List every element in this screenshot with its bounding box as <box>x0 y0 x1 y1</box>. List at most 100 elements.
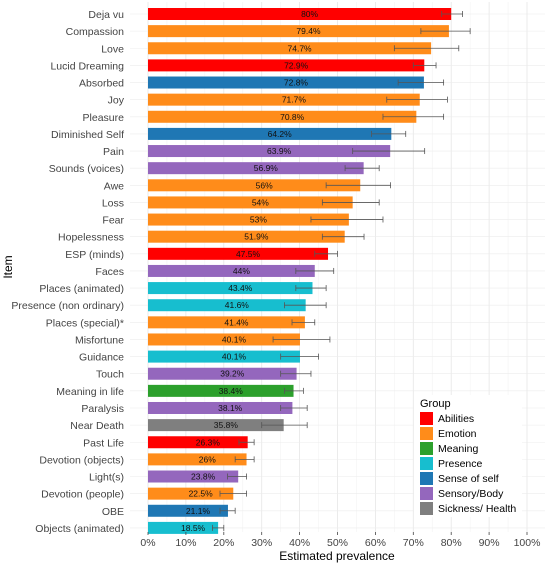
bar <box>148 436 248 449</box>
bar-value-label: 72.8% <box>284 78 309 88</box>
bar-value-label: 44% <box>233 266 250 276</box>
bar <box>148 264 315 277</box>
bar-value-label: 41.4% <box>224 317 249 327</box>
legend-label: Meaning <box>438 443 478 455</box>
category-label: Awe <box>104 180 124 192</box>
legend-item: Sense of self <box>420 472 499 485</box>
bar-row: 21.1% <box>148 504 236 517</box>
bar <box>148 110 417 123</box>
legend-label: Sensory/Body <box>438 488 504 500</box>
bar-value-label: 63.9% <box>267 146 292 156</box>
bar-value-label: 21.1% <box>186 506 211 516</box>
category-label: Near Death <box>70 420 124 432</box>
category-label: Faces <box>95 266 124 278</box>
category-label: Meaning in life <box>56 386 124 398</box>
category-label: Light(s) <box>89 472 124 484</box>
bar <box>148 42 432 55</box>
category-label: Touch <box>96 369 124 381</box>
legend: Group Abilities Emotion Meaning Presence Sen… <box>414 395 522 517</box>
bar-row: 53% <box>148 213 384 226</box>
legend-label: Sense of self <box>438 473 499 485</box>
x-tick-label: 70% <box>403 537 424 549</box>
bar <box>148 384 294 397</box>
category-label: Devotion (people) <box>41 489 124 501</box>
legend-swatch <box>420 472 433 485</box>
bar-row: 40.1% <box>148 333 331 346</box>
x-tick-label: 30% <box>251 537 272 549</box>
legend-item: Abilities <box>420 412 474 425</box>
bar-row: 26.3% <box>148 436 255 449</box>
bar-row: 47.5% <box>148 247 338 260</box>
bar-value-label: 23.8% <box>191 472 216 482</box>
category-label: OBE <box>102 506 124 518</box>
bar-value-label: 72.9% <box>284 60 309 70</box>
bar <box>148 247 329 260</box>
bar-value-label: 71.7% <box>282 95 307 105</box>
bar <box>148 487 234 500</box>
bar-value-label: 51.9% <box>244 232 269 242</box>
x-tick-label: 10% <box>175 537 196 549</box>
category-label: Presence (non ordinary) <box>11 300 124 312</box>
y-axis-title: Item <box>1 255 15 278</box>
category-label: Fear <box>102 215 124 227</box>
x-tick-label: 60% <box>365 537 386 549</box>
category-label: Guidance <box>79 352 124 364</box>
bar-value-label: 22.5% <box>189 489 214 499</box>
bar-value-label: 18.5% <box>181 523 206 533</box>
bar-value-label: 40.1% <box>222 352 247 362</box>
bar-value-label: 70.8% <box>280 112 305 122</box>
x-axis-title: Estimated prevalence <box>279 549 395 563</box>
bar-row: 74.7% <box>148 42 460 55</box>
bar-value-label: 47.5% <box>236 249 261 259</box>
bar <box>148 213 349 226</box>
bar-value-label: 26% <box>199 454 216 464</box>
bar-row: 44% <box>148 264 335 277</box>
bar <box>148 316 305 329</box>
legend-swatch <box>420 427 433 440</box>
bar <box>148 76 424 89</box>
bar-row: 72.9% <box>148 59 437 72</box>
bar <box>148 59 425 72</box>
bar <box>148 93 420 106</box>
bar-row: 41.4% <box>148 316 316 329</box>
bar-row: 64.2% <box>148 127 407 140</box>
bar-value-label: 38.1% <box>218 403 243 413</box>
category-label: Love <box>101 43 124 55</box>
legend-swatch <box>420 457 433 470</box>
category-label: Pleasure <box>83 112 125 124</box>
category-label: Deja vu <box>88 9 124 21</box>
bar <box>148 8 452 20</box>
bar-row: 56% <box>148 179 391 192</box>
category-label: Objects (animated) <box>35 523 124 535</box>
bar <box>148 367 297 380</box>
bar-value-label: 56% <box>256 180 273 190</box>
category-label: Past Life <box>83 437 124 449</box>
bar-row: 35.8% <box>148 419 308 432</box>
legend-item: Presence <box>420 457 483 470</box>
bar <box>148 127 392 140</box>
x-tick-label: 100% <box>514 537 541 549</box>
bar-row: 56.9% <box>148 162 380 175</box>
bar <box>148 179 361 192</box>
category-label: Diminished Self <box>51 129 124 141</box>
x-tick-label: 50% <box>327 537 348 549</box>
bar-value-label: 38.4% <box>219 386 244 396</box>
bar <box>148 299 306 312</box>
bar <box>148 196 353 209</box>
bar <box>148 162 364 175</box>
bar-row: 22.5% <box>148 487 247 500</box>
bar-row: 70.8% <box>148 110 445 123</box>
bar <box>148 504 228 517</box>
category-label: Pain <box>103 146 124 158</box>
legend-item: Sensory/Body <box>420 487 504 500</box>
bar-value-label: 64.2% <box>268 129 293 139</box>
bar-row: 23.8% <box>148 470 247 483</box>
x-tick-label: 90% <box>479 537 500 549</box>
legend-label: Presence <box>438 458 483 470</box>
category-label: Absorbed <box>79 78 124 90</box>
x-tick-labels: 0% 10% 20% 30% 40% 50% 60% 70% 80% 90% 100% <box>140 532 540 549</box>
bar-row: 51.9% <box>148 230 365 243</box>
category-label: Hopelessness <box>58 232 124 244</box>
category-label: Misfortune <box>75 334 124 346</box>
